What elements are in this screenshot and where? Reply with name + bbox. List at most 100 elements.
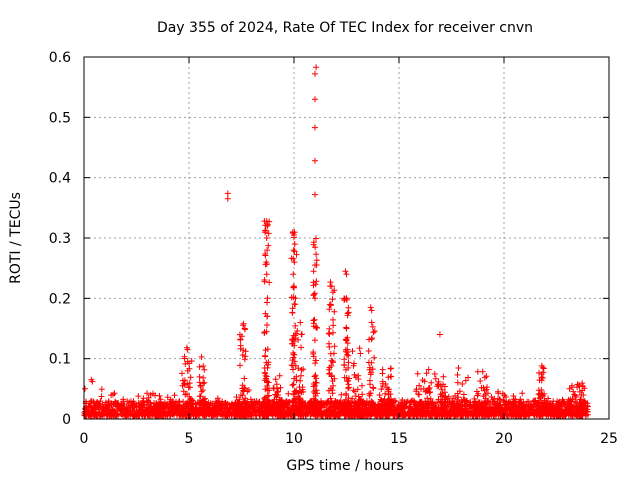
- roti-point: [479, 411, 486, 418]
- roti-point: [329, 296, 336, 303]
- roti-point: [185, 401, 192, 408]
- roti-point: [313, 64, 320, 71]
- roti-point: [98, 386, 105, 393]
- roti-point: [311, 337, 318, 344]
- roti-point: [299, 386, 306, 393]
- roti-point: [264, 346, 271, 353]
- roti-point: [570, 388, 577, 395]
- roti-point: [330, 329, 336, 336]
- roti-point: [247, 396, 254, 403]
- roti-point: [410, 412, 417, 419]
- roti-point: [262, 352, 268, 359]
- roti-point: [97, 398, 104, 404]
- roti-point: [179, 377, 186, 384]
- roti-point: [392, 408, 399, 415]
- roti-point: [312, 281, 319, 288]
- roti-point: [297, 377, 304, 384]
- roti-point: [447, 403, 454, 410]
- roti-point: [387, 373, 394, 380]
- roti-point: [385, 388, 392, 395]
- roti-point: [312, 372, 319, 379]
- roti-point: [489, 401, 496, 408]
- roti-point: [312, 157, 318, 164]
- roti-point: [350, 387, 357, 394]
- roti-point: [379, 366, 386, 373]
- roti-point: [199, 387, 206, 394]
- roti-point: [578, 392, 585, 398]
- roti-point: [313, 278, 320, 285]
- roti-point: [497, 406, 504, 412]
- roti-point: [491, 398, 498, 405]
- roti-point: [312, 124, 318, 131]
- roti-point: [297, 319, 304, 326]
- roti-point: [313, 251, 320, 258]
- roti-point: [566, 408, 573, 415]
- roti-point: [326, 331, 333, 337]
- roti-point: [422, 398, 429, 405]
- roti-point: [295, 365, 302, 372]
- roti-point: [452, 408, 459, 415]
- roti-point: [483, 406, 490, 413]
- x-axis-label: GPS time / hours: [286, 458, 403, 474]
- x-tick-label: 0: [80, 431, 89, 447]
- roti-point: [166, 400, 173, 407]
- roti-point: [378, 408, 384, 415]
- roti-point: [201, 402, 208, 409]
- grid-lines: [84, 57, 609, 419]
- roti-point: [545, 395, 552, 402]
- roti-point: [417, 400, 424, 407]
- roti-point: [196, 400, 203, 407]
- roti-point: [289, 229, 296, 235]
- roti-point: [264, 364, 271, 371]
- roti-point: [186, 380, 193, 387]
- roti-point: [330, 316, 336, 323]
- roti-point: [89, 378, 96, 385]
- roti-point: [446, 398, 453, 405]
- roti-point: [454, 379, 461, 386]
- y-tick-label: 0.6: [49, 50, 71, 66]
- roti-point: [511, 398, 518, 405]
- roti-point: [536, 390, 543, 397]
- roti-point: [416, 382, 423, 389]
- roti-point: [557, 407, 564, 414]
- roti-point: [369, 323, 376, 330]
- roti-point: [236, 407, 243, 413]
- x-tick-label: 15: [390, 431, 408, 447]
- roti-point: [553, 404, 560, 411]
- roti-point: [272, 376, 279, 383]
- roti-point: [566, 398, 573, 405]
- roti-point: [261, 377, 268, 384]
- roti-point: [292, 301, 299, 308]
- roti-point: [171, 392, 178, 399]
- roti-point: [581, 400, 588, 407]
- roti-point: [200, 374, 207, 381]
- roti-point: [312, 262, 318, 269]
- roti-point: [183, 344, 190, 351]
- roti-point: [201, 366, 208, 373]
- roti-point: [341, 361, 348, 368]
- roti-point: [343, 295, 350, 302]
- roti-point: [129, 412, 136, 419]
- roti-point: [288, 255, 295, 262]
- roti-point: [240, 388, 247, 395]
- roti-point: [382, 381, 389, 387]
- roti-point: [158, 410, 165, 416]
- roti-point: [337, 411, 344, 418]
- roti-point: [345, 359, 352, 366]
- roti-point: [163, 411, 170, 418]
- roti-point: [298, 372, 304, 379]
- roti-point: [320, 410, 327, 416]
- roti-point: [242, 353, 249, 360]
- roti-point: [274, 389, 281, 396]
- roti-point: [580, 399, 587, 406]
- roti-point: [371, 354, 378, 361]
- roti-point: [574, 381, 581, 388]
- roti-point: [273, 381, 280, 388]
- roti-point: [389, 403, 395, 410]
- roti-point: [135, 399, 142, 406]
- roti-point: [97, 403, 104, 410]
- roti-point: [371, 407, 378, 413]
- roti-point: [119, 411, 126, 417]
- roti-point: [264, 295, 271, 302]
- roti-point: [384, 397, 391, 404]
